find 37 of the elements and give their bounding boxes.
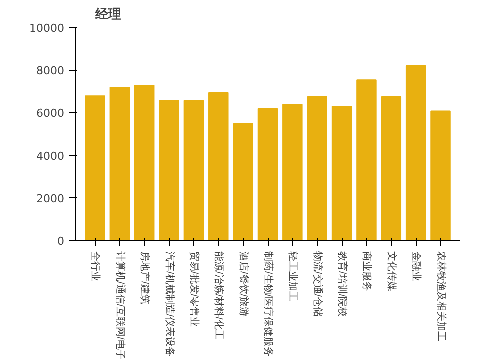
chart-title: 经理 xyxy=(94,8,122,22)
bar xyxy=(159,100,180,240)
bar xyxy=(356,80,377,240)
x-tick-label: 金融业 xyxy=(410,252,423,282)
bar xyxy=(85,96,106,240)
x-tick-label: 物流/交通/仓储 xyxy=(312,252,324,318)
bar xyxy=(307,96,328,240)
x-tick-label: 汽车/机械制造/仪表设备 xyxy=(164,252,176,358)
x-tick-label: 计算机/通信/互联网/电子 xyxy=(114,252,126,360)
x-tick-label: 能源/冶炼/材料/化工 xyxy=(213,252,226,340)
y-tick-label: 0 xyxy=(58,235,64,248)
bar xyxy=(258,108,278,240)
x-tick-label: 轻工业加工 xyxy=(287,252,300,302)
x-tick-label: 房地产/建筑 xyxy=(139,252,152,304)
x-tick-label: 农林牧渔及相关加工 xyxy=(435,252,448,342)
bar xyxy=(208,92,229,240)
x-tick-label: 贸易/批发/零售业 xyxy=(188,252,200,328)
bar xyxy=(430,110,451,240)
bar xyxy=(134,85,155,240)
y-tick-label: 6000 xyxy=(36,107,65,120)
x-tick-label: 制药/生物/医疗保健服务 xyxy=(262,252,274,358)
bar xyxy=(110,87,130,240)
bar xyxy=(184,100,204,240)
x-tick-label: 商业服务 xyxy=(361,252,374,292)
x-tick-label: 教育/培训/院校 xyxy=(336,252,349,318)
x-tick-label: 酒店/餐饮/旅游 xyxy=(238,252,250,318)
y-tick-label: 2000 xyxy=(36,192,65,206)
bar xyxy=(332,106,352,240)
y-tick-label: 10000 xyxy=(30,22,65,35)
bar xyxy=(282,104,303,240)
y-tick-label: 4000 xyxy=(36,150,65,163)
bar xyxy=(406,65,426,240)
bar xyxy=(233,123,254,240)
y-tick-label: 8000 xyxy=(36,64,65,78)
x-tick-label: 文化传媒 xyxy=(386,252,398,292)
x-tick-label: 全行业 xyxy=(90,252,102,282)
bar xyxy=(381,96,402,240)
